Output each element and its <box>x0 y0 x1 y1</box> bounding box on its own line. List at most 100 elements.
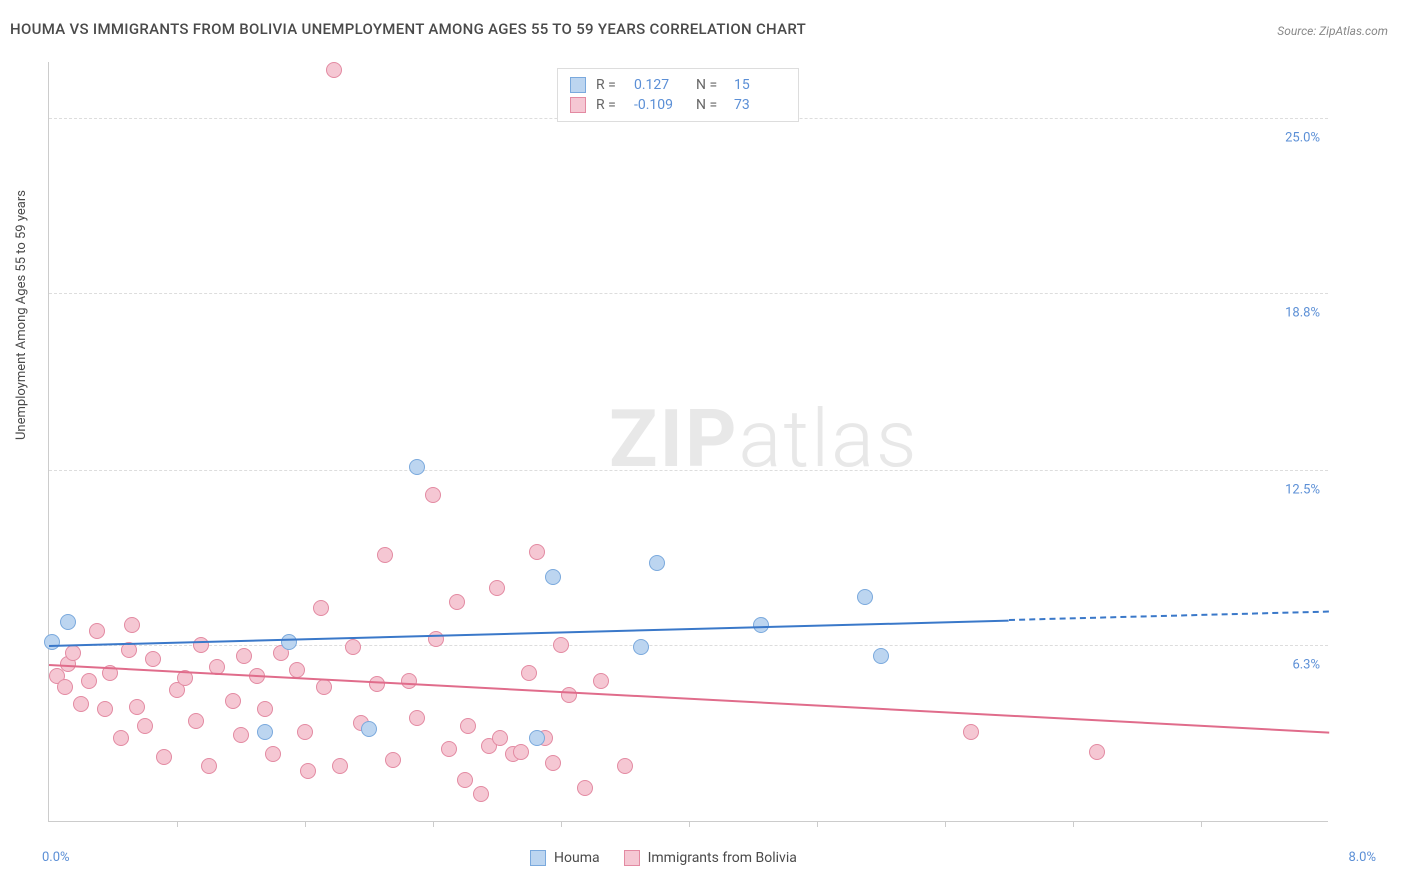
scatter-point <box>593 673 609 689</box>
x-tick <box>817 821 818 827</box>
scatter-point <box>633 639 649 655</box>
scatter-point <box>236 648 252 664</box>
scatter-point <box>409 459 425 475</box>
watermark: ZIPatlas <box>609 392 919 486</box>
scatter-point <box>457 772 473 788</box>
scatter-point <box>361 721 377 737</box>
gridline <box>49 293 1328 294</box>
y-tick-label: 18.8% <box>1285 305 1320 320</box>
r-label: R = <box>596 97 624 113</box>
scatter-point <box>188 713 204 729</box>
scatter-point <box>113 730 129 746</box>
scatter-point <box>873 648 889 664</box>
x-tick <box>945 821 946 827</box>
y-tick-label: 25.0% <box>1285 131 1320 146</box>
scatter-point <box>492 730 508 746</box>
scatter-point <box>545 755 561 771</box>
scatter-point <box>561 687 577 703</box>
x-tick <box>689 821 690 827</box>
scatter-point <box>409 710 425 726</box>
x-tick <box>305 821 306 827</box>
legend-item-houma: Houma <box>530 850 600 866</box>
bolivia-n-value: 73 <box>734 97 786 113</box>
scatter-point <box>124 617 140 633</box>
houma-swatch-icon <box>530 850 546 866</box>
scatter-point <box>257 724 273 740</box>
scatter-point <box>257 701 273 717</box>
trend-line <box>49 619 1009 646</box>
scatter-point <box>300 763 316 779</box>
x-axis-min-label: 0.0% <box>42 850 70 865</box>
bolivia-swatch-icon <box>624 850 640 866</box>
x-tick <box>561 821 562 827</box>
correlation-legend: R = 0.127 N = 15 R = -0.109 N = 73 <box>557 68 799 122</box>
scatter-point <box>281 634 297 650</box>
legend-row-bolivia: R = -0.109 N = 73 <box>570 95 786 115</box>
watermark-light: atlas <box>739 392 919 486</box>
scatter-point <box>649 555 665 571</box>
scatter-point <box>89 623 105 639</box>
scatter-point <box>73 696 89 712</box>
x-axis-max-label: 8.0% <box>1348 850 1376 865</box>
scatter-point <box>449 594 465 610</box>
scatter-point <box>137 718 153 734</box>
n-label: N = <box>696 77 724 93</box>
houma-n-value: 15 <box>734 77 786 93</box>
x-tick <box>1201 821 1202 827</box>
bolivia-r-value: -0.109 <box>634 97 686 113</box>
scatter-point <box>225 693 241 709</box>
scatter-point <box>65 645 81 661</box>
scatter-point <box>521 665 537 681</box>
scatter-point <box>489 580 505 596</box>
scatter-point <box>401 673 417 689</box>
y-tick-label: 6.3% <box>1292 657 1320 672</box>
legend-row-houma: R = 0.127 N = 15 <box>570 75 786 95</box>
houma-label: Houma <box>554 850 600 866</box>
scatter-point <box>513 744 529 760</box>
chart-title: HOUMA VS IMMIGRANTS FROM BOLIVIA UNEMPLO… <box>10 20 806 38</box>
scatter-point <box>529 544 545 560</box>
scatter-point <box>313 600 329 616</box>
scatter-point <box>129 699 145 715</box>
scatter-point <box>145 651 161 667</box>
scatter-point <box>428 631 444 647</box>
houma-swatch-icon <box>570 77 586 93</box>
scatter-point <box>289 662 305 678</box>
scatter-point <box>57 679 73 695</box>
scatter-point <box>529 730 545 746</box>
y-tick-label: 12.5% <box>1285 483 1320 498</box>
scatter-point <box>326 62 342 78</box>
bolivia-swatch-icon <box>570 97 586 113</box>
scatter-point <box>385 752 401 768</box>
scatter-point <box>233 727 249 743</box>
x-tick <box>433 821 434 827</box>
scatter-point <box>441 741 457 757</box>
scatter-point <box>963 724 979 740</box>
scatter-plot: ZIPatlas 25.0% 18.8% 12.5% 6.3% <box>48 62 1328 822</box>
scatter-point <box>369 676 385 692</box>
gridline <box>49 470 1328 471</box>
trend-line <box>1009 611 1329 621</box>
scatter-point <box>425 487 441 503</box>
scatter-point <box>545 569 561 585</box>
series-legend: Houma Immigrants from Bolivia <box>530 850 797 866</box>
scatter-point <box>60 614 76 630</box>
x-tick <box>177 821 178 827</box>
scatter-point <box>44 634 60 650</box>
scatter-point <box>857 589 873 605</box>
scatter-point <box>553 637 569 653</box>
n-label: N = <box>696 97 724 113</box>
scatter-point <box>753 617 769 633</box>
y-axis-label: Unemployment Among Ages 55 to 59 years <box>14 190 29 440</box>
scatter-point <box>345 639 361 655</box>
bolivia-label: Immigrants from Bolivia <box>648 850 797 866</box>
scatter-point <box>332 758 348 774</box>
scatter-point <box>1089 744 1105 760</box>
scatter-point <box>460 718 476 734</box>
x-tick <box>1073 821 1074 827</box>
scatter-point <box>316 679 332 695</box>
scatter-point <box>297 724 313 740</box>
r-label: R = <box>596 77 624 93</box>
scatter-point <box>617 758 633 774</box>
houma-r-value: 0.127 <box>634 77 686 93</box>
